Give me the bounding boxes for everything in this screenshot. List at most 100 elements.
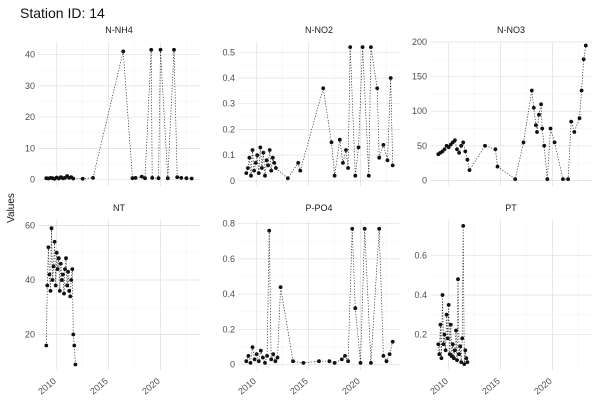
data-point (274, 166, 278, 170)
data-point (495, 164, 500, 169)
data-point (266, 163, 270, 168)
data-point (483, 143, 487, 148)
data-point (68, 294, 73, 299)
y-tick-label: 200 (412, 37, 427, 47)
data-point (246, 354, 251, 358)
data-point (375, 86, 380, 91)
data-point (377, 226, 382, 231)
data-point (62, 291, 66, 296)
data-point (58, 261, 63, 266)
y-tick-label: 0 (30, 175, 35, 185)
data-point (264, 158, 269, 163)
data-point (56, 256, 61, 261)
data-point (275, 355, 280, 360)
data-point (445, 336, 450, 341)
data-point (244, 359, 249, 364)
y-tick-label: 0.8 (222, 219, 235, 229)
data-point (267, 148, 272, 152)
data-point (260, 166, 264, 170)
data-point (465, 360, 470, 364)
data-point (339, 357, 344, 362)
data-point (459, 143, 464, 148)
data-point (579, 88, 584, 93)
data-point (461, 224, 466, 228)
data-point (369, 45, 373, 49)
data-point (71, 176, 76, 181)
data-point (388, 76, 393, 80)
data-point (69, 278, 74, 282)
data-point (358, 361, 363, 365)
data-point (271, 352, 276, 356)
data-point (296, 161, 301, 165)
data-point (252, 168, 256, 173)
x-tick-label: 2020 (532, 376, 554, 397)
data-point (44, 343, 49, 348)
data-point (272, 161, 277, 165)
data-point (250, 345, 255, 349)
y-tick-label: 60 (25, 220, 35, 230)
data-point (529, 88, 534, 93)
data-point (387, 352, 392, 356)
panel-title: N-NO3 (497, 25, 525, 35)
data-point (91, 176, 95, 180)
data-point (53, 283, 58, 288)
x-tick-label: 2010 (428, 376, 450, 397)
data-point (463, 348, 468, 353)
x-tick-label: 2015 (288, 376, 310, 397)
y-tick-label: 20 (25, 330, 35, 340)
data-point (539, 102, 543, 107)
data-point (317, 359, 321, 364)
data-point (244, 171, 249, 176)
panel-title: N-NH4 (105, 25, 133, 35)
data-point (454, 328, 458, 333)
data-point (57, 289, 62, 293)
y-tick-label: 50 (417, 141, 427, 151)
data-point (165, 176, 170, 181)
panel-p-po4: P-PO4 0 0.2 0.4 0.6 0.8 2010 2015 2020 (222, 203, 400, 396)
chart-title: Station ID: 14 (20, 5, 105, 21)
y-tick-label: 40 (25, 275, 35, 285)
data-point (439, 356, 444, 361)
y-tick-label: 0.2 (222, 324, 235, 334)
panel-n-no2: N-NO2 0 0.1 0.2 0.3 0.4 0.5 (222, 25, 400, 186)
panel-nt: NT 20 40 60 2010 2015 2020 (25, 203, 200, 396)
y-tick-label: 0.4 (414, 290, 427, 300)
y-tick-label: 0.2 (222, 124, 235, 134)
y-tick-label: 0 (230, 360, 235, 370)
data-point (291, 359, 295, 364)
data-point (156, 176, 161, 181)
x-tick-label: 2020 (140, 376, 162, 397)
data-point (463, 149, 468, 154)
panel-title: N-NO2 (305, 25, 333, 35)
y-tick-label: 0.3 (222, 99, 235, 109)
data-point (55, 267, 60, 271)
data-point (61, 272, 65, 277)
data-point (263, 173, 267, 178)
data-point (350, 226, 355, 231)
data-point (48, 289, 53, 293)
data-point (54, 250, 59, 255)
data-point (261, 355, 265, 360)
y-tick-label: 0 (422, 175, 427, 185)
facet-panels: N-NH4 0 10 20 30 40 N-NO2 0 0.1 0.2 0.3 0.4 0.5 N-NO3… (25, 25, 592, 396)
data-point (443, 348, 448, 353)
data-point (267, 228, 272, 233)
data-point (179, 176, 184, 180)
data-point (369, 361, 373, 365)
data-point (329, 140, 334, 145)
data-point (346, 166, 350, 170)
y-tick-label: 40 (25, 50, 35, 60)
data-point (252, 357, 257, 362)
y-axis-label: Values (6, 193, 17, 223)
data-point (440, 293, 445, 297)
data-point (45, 283, 50, 288)
y-tick-label: 10 (25, 143, 35, 153)
data-point (175, 175, 180, 180)
y-tick-label: 0.4 (222, 73, 235, 83)
data-point (437, 352, 442, 357)
data-point (249, 173, 253, 178)
data-point (269, 357, 274, 362)
y-tick-label: 150 (412, 72, 427, 82)
data-point (269, 168, 274, 173)
data-point (566, 177, 570, 182)
